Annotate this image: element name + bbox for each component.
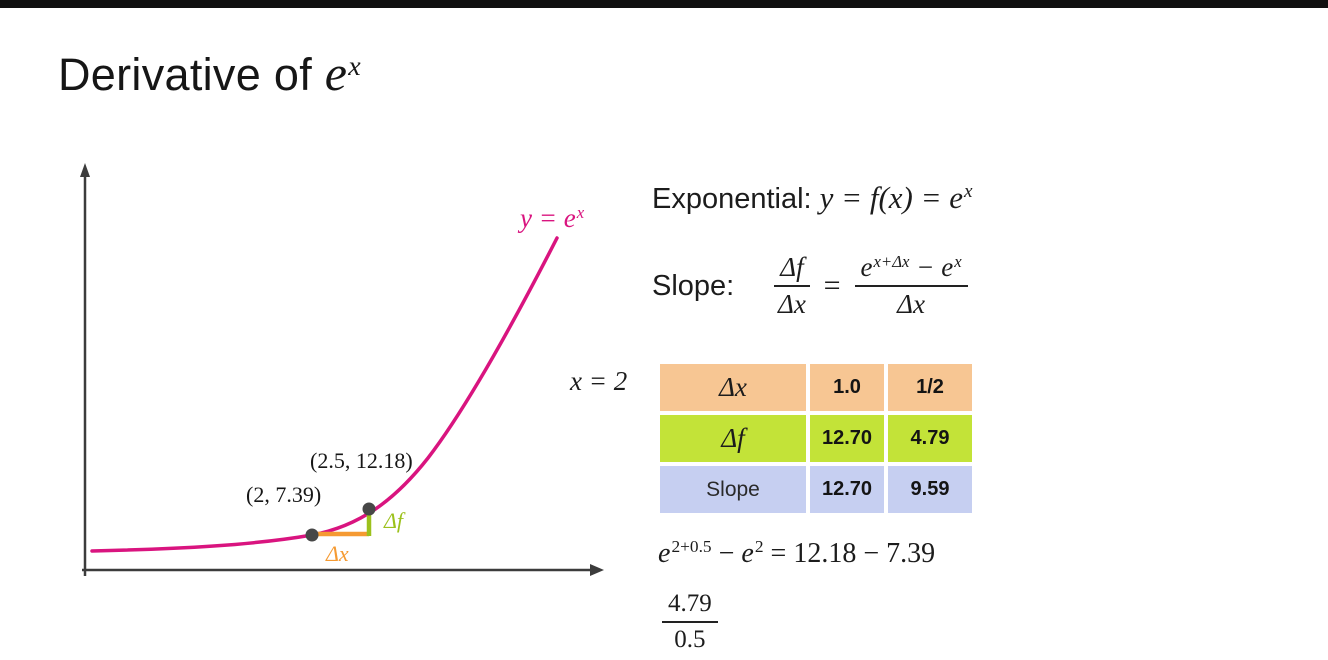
point-dot-lower: [305, 528, 319, 542]
table-value-dx-2: 1/2: [888, 364, 972, 411]
title-prefix: Derivative of: [58, 49, 325, 100]
delta-f-label: Δf: [384, 508, 404, 533]
y-axis-arrow-icon: [80, 163, 90, 177]
equation-e2: e: [741, 538, 754, 569]
bottom-fraction: 4.79 0.5: [662, 590, 718, 653]
frac-left-denominator: Δx: [777, 289, 806, 320]
point-label-lower: (2, 7.39): [246, 482, 322, 507]
equation-exponent1: 2+0.5: [671, 537, 712, 557]
frac-left-numerator: Δf: [774, 252, 810, 288]
slope-label: Slope:: [652, 269, 735, 302]
slope-equation: Slope: Δf Δx = ex+Δx − ex Δx: [652, 252, 968, 320]
frac-right-numerator: ex+Δx − ex: [854, 251, 968, 288]
table-label-slope: Slope: [660, 466, 806, 513]
exponential-math-exponent: x: [964, 181, 973, 203]
exponential-label: Exponential:: [652, 183, 820, 215]
bottom-fraction-denominator: 0.5: [674, 625, 706, 653]
equation-rhs: = 12.18 − 7.39: [763, 538, 936, 569]
delta-x-label: Δx: [326, 541, 349, 566]
top-black-bar: [0, 0, 1328, 8]
slope-frac-left: Δf Δx: [774, 252, 810, 320]
exponential-math: y = f(x) = ex: [820, 180, 973, 215]
title-exponent: x: [348, 50, 361, 82]
frac-right-exponent1: x+Δx: [873, 251, 910, 271]
curve-label: y = ex: [520, 203, 584, 234]
x-equals-2-label: x = 2: [570, 366, 628, 396]
table-label-delta-x: Δx: [660, 364, 806, 411]
table-label-delta-f: Δf: [660, 415, 806, 462]
table-value-df-2: 4.79: [888, 415, 972, 462]
exponential-math-text: y = f(x) = e: [819, 180, 964, 215]
equation-minus: −: [711, 538, 742, 569]
frac-right-e2: e: [941, 252, 954, 282]
difference-equation: e2+0.5 − e2 = 12.18 − 7.39: [658, 537, 936, 570]
table-value-df-1: 12.70: [810, 415, 884, 462]
title-e: e: [324, 45, 348, 101]
slide-title: Derivative of ex: [58, 44, 361, 102]
slope-frac-right: ex+Δx − ex Δx: [854, 251, 968, 320]
table-value-slope-2: 9.59: [888, 466, 972, 513]
point-dot-upper: [362, 502, 376, 516]
graph-svg: [80, 163, 604, 576]
curve-label-exponent: x: [576, 202, 585, 222]
frac-right-denominator: Δx: [897, 289, 925, 320]
equation-exponent2: 2: [754, 537, 764, 557]
point-label-upper: (2.5, 12.18): [310, 448, 413, 473]
delta-table: Δx 1.0 1/2 Δf 12.70 4.79 Slope 12.70 9.5…: [660, 364, 972, 513]
exponential-curve: [90, 236, 559, 553]
equals-sign: =: [823, 269, 841, 303]
curve-label-text: y = e: [520, 203, 576, 233]
x-axis-arrow-icon: [590, 564, 604, 576]
equation-e1: e: [658, 538, 671, 569]
frac-right-exponent2: x: [954, 251, 962, 271]
table-value-slope-1: 12.70: [810, 466, 884, 513]
frac-right-e1: e: [860, 252, 873, 282]
table-value-dx-1: 1.0: [810, 364, 884, 411]
frac-right-minus: −: [909, 252, 942, 282]
exponential-line: Exponential: y = f(x) = ex: [652, 180, 973, 216]
bottom-fraction-numerator: 4.79: [662, 590, 718, 623]
